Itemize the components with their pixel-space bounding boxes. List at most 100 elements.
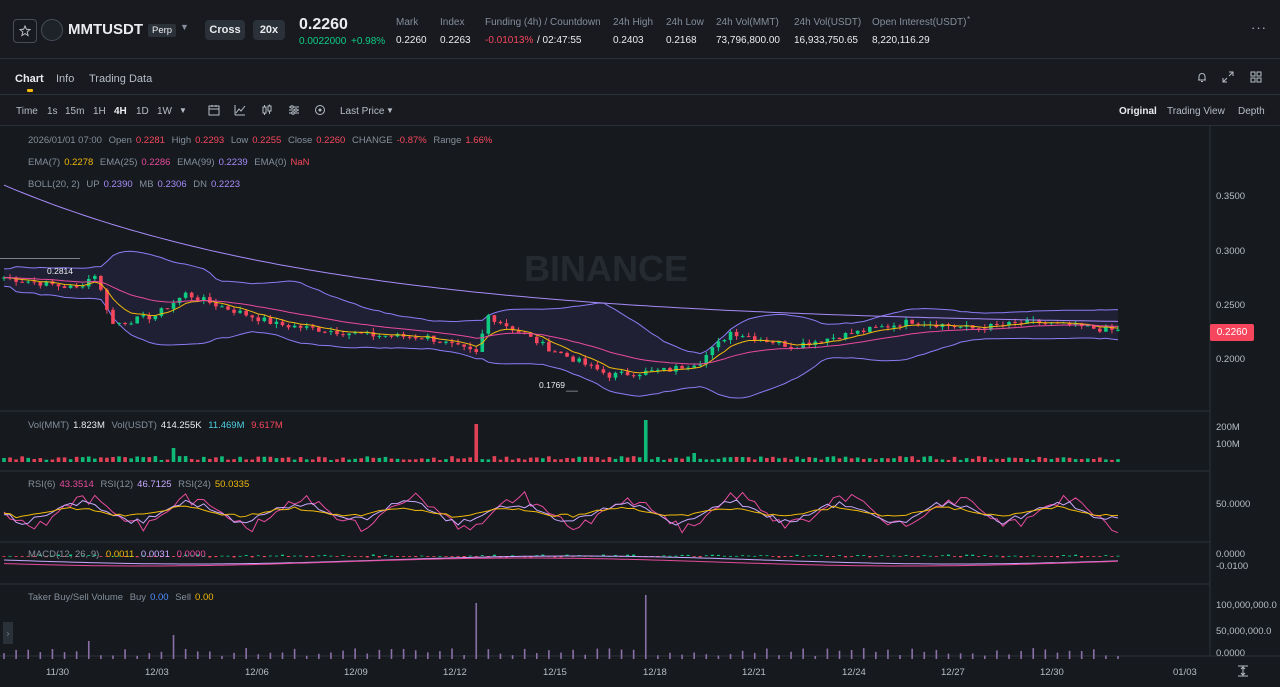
symbol-dropdown-icon[interactable]: ▼ <box>180 22 189 32</box>
date-axis-label: 12/12 <box>443 667 467 678</box>
volume-bar <box>56 457 61 462</box>
macd-histogram-bar <box>184 554 188 556</box>
macd-histogram-bar <box>480 555 484 556</box>
volume-bar <box>946 459 951 462</box>
candle-body <box>389 335 394 337</box>
candle-body <box>456 343 460 345</box>
taker-volume-bar <box>402 648 405 659</box>
volume-bar <box>880 458 884 462</box>
bell-icon[interactable] <box>1194 69 1210 85</box>
macd-histogram-bar <box>553 556 557 558</box>
macd-histogram-bar <box>383 555 387 556</box>
volume-bar <box>1013 457 1017 462</box>
macd-histogram-bar <box>456 556 460 557</box>
chart-settings-icon[interactable] <box>287 103 301 117</box>
macd-histogram-bar <box>874 556 878 557</box>
volume-bar <box>32 459 37 462</box>
candle-body <box>32 281 37 283</box>
candle-body <box>571 356 575 362</box>
volume-bar <box>201 456 206 462</box>
taker-volume-bar <box>124 649 126 659</box>
volume-bar <box>983 456 987 462</box>
legend-taker-sell-label: Sell <box>175 592 192 603</box>
candle-body <box>680 365 684 369</box>
price-type-dropdown-icon[interactable]: ▼ <box>386 105 394 115</box>
volume-bar <box>849 458 854 462</box>
interval-1d[interactable]: 1D <box>136 106 149 117</box>
stat-low-value: 0.2168 <box>666 35 697 46</box>
interval-dropdown-icon[interactable]: ▼ <box>179 105 187 115</box>
macd-histogram-bar <box>977 556 981 557</box>
taker-volume-bar <box>475 603 478 659</box>
legend-change-label: CHANGE <box>351 135 393 146</box>
view-trading-view[interactable]: Trading View <box>1167 106 1225 117</box>
reset-scale-icon[interactable] <box>1236 664 1250 678</box>
leverage-button[interactable]: 20x <box>253 20 285 40</box>
volume-bar <box>377 457 382 462</box>
drawing-tools-icon[interactable] <box>313 103 327 117</box>
volume-bar <box>468 457 472 462</box>
candle-body <box>280 321 285 326</box>
candle-body <box>462 344 466 347</box>
candle-body <box>298 325 303 328</box>
oi-info-icon[interactable]: * <box>967 15 971 24</box>
taker-volume-bar <box>463 655 465 659</box>
volume-bar <box>922 456 927 462</box>
perp-badge: Perp <box>148 24 177 37</box>
interval-1h[interactable]: 1H <box>93 106 106 117</box>
volume-bar <box>195 459 200 462</box>
fullscreen-icon[interactable] <box>1220 69 1236 85</box>
candle-body <box>601 369 606 373</box>
indicator-icon[interactable] <box>233 103 247 117</box>
candle-body <box>359 332 364 334</box>
interval-time[interactable]: Time <box>16 106 38 117</box>
candle-body <box>208 297 212 303</box>
taker-volume-bar <box>753 652 756 659</box>
macd-histogram-bar <box>959 556 963 558</box>
candle-body <box>129 323 133 325</box>
macd-histogram-bar <box>2 556 6 557</box>
macd-histogram-bar <box>716 554 720 556</box>
symbol-logo <box>41 19 63 41</box>
taker-volume-bar <box>838 650 841 659</box>
view-depth[interactable]: Depth <box>1238 106 1265 117</box>
macd-histogram-bar <box>420 555 424 557</box>
macd-histogram-bar <box>898 556 902 557</box>
interval-15m[interactable]: 15m <box>65 106 85 117</box>
view-original[interactable]: Original <box>1119 106 1157 117</box>
favorite-star-icon[interactable] <box>13 19 37 43</box>
volume-bar <box>643 420 648 462</box>
taker-volume-bar <box>196 651 199 659</box>
macd-histogram-bar <box>1098 556 1102 557</box>
candle-body <box>232 309 236 313</box>
volume-bar <box>886 458 890 462</box>
date-axis-label: 11/30 <box>46 667 70 678</box>
interval-1w[interactable]: 1W <box>157 106 172 117</box>
tab-chart[interactable]: Chart <box>15 73 44 85</box>
volume-bar <box>419 458 424 462</box>
macd-histogram-bar <box>729 555 733 557</box>
chart-canvas[interactable]: BINANCE <box>0 126 1280 687</box>
macd-histogram-bar <box>135 556 139 558</box>
layout-grid-icon[interactable] <box>1248 69 1264 85</box>
margin-mode-button[interactable]: Cross <box>205 20 245 40</box>
volume-bar <box>14 459 18 462</box>
interval-1s[interactable]: 1s <box>47 106 58 117</box>
volume-bar <box>407 459 412 462</box>
more-options-icon[interactable]: ··· <box>1251 20 1267 35</box>
taker-volume-bar <box>826 648 829 659</box>
macd-histogram-bar <box>1013 555 1017 557</box>
macd-histogram-bar <box>735 555 739 557</box>
scroll-left-handle[interactable]: › <box>3 622 13 644</box>
interval-4h[interactable]: 4H <box>114 106 127 117</box>
tab-trading-data[interactable]: Trading Data <box>89 73 153 85</box>
legend-boll-dn-label: DN <box>193 179 207 190</box>
calendar-icon[interactable] <box>207 103 221 117</box>
chart-area[interactable]: BINANCE 2026/01/01 07:00 Open 0.2281 High… <box>0 126 1280 687</box>
candle-type-icon[interactable] <box>260 103 274 117</box>
symbol-name[interactable]: MMTUSDT <box>68 21 143 38</box>
price-type-select[interactable]: Last Price <box>340 106 385 117</box>
volume-bar <box>898 456 902 462</box>
tab-info[interactable]: Info <box>56 73 75 85</box>
macd-histogram-bar <box>965 554 969 556</box>
